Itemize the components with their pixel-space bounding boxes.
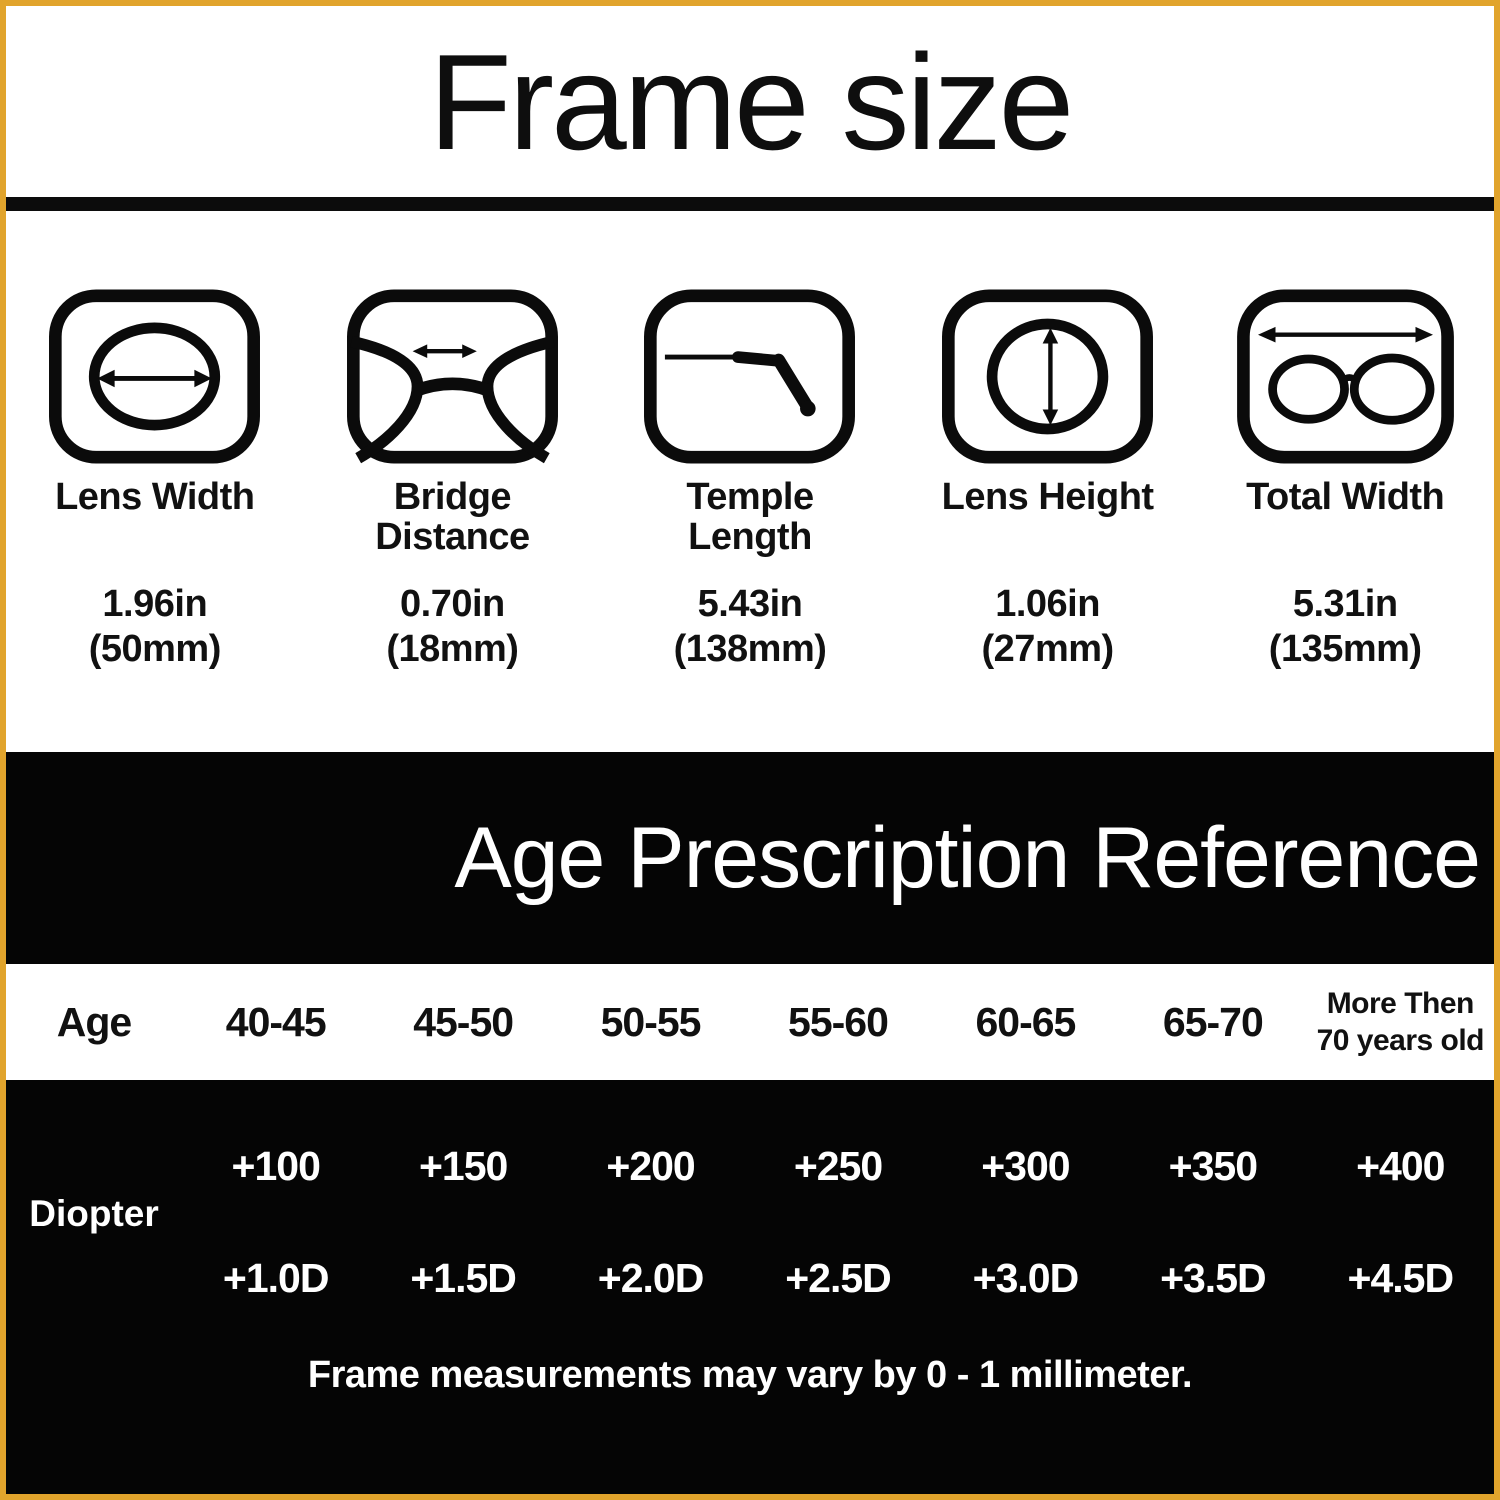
diopter-d-value: +2.0D xyxy=(597,1254,705,1301)
diopter-section: Diopter +100 +150 +200 +250 +300 +350 +4… xyxy=(6,1080,1494,1494)
diopter-value: +250 xyxy=(793,1142,883,1189)
age-range: 55-60 xyxy=(788,998,889,1045)
diopter-value: +200 xyxy=(606,1142,695,1189)
age-range: 45-50 xyxy=(413,998,514,1045)
page-title: Frame size xyxy=(428,25,1075,178)
lens-height-icon xyxy=(942,289,1154,464)
measurement-inches: 0.70in xyxy=(400,583,505,625)
measurement-value: 1.96in (50mm) xyxy=(88,582,222,672)
measurement-inches: 5.43in xyxy=(697,583,803,625)
diopter-d-value: +2.5D xyxy=(785,1254,892,1301)
lens-width-icon xyxy=(49,289,261,464)
measurement-label: Temple Length xyxy=(686,476,814,558)
diopter-value: +100 xyxy=(231,1142,321,1189)
diopter-value: +400 xyxy=(1356,1142,1445,1189)
diopter-value: +350 xyxy=(1168,1142,1258,1189)
measurement-value: 5.31in (135mm) xyxy=(1269,582,1422,672)
age-range: 65-70 xyxy=(1162,998,1264,1045)
measurement-label: Lens Width xyxy=(55,476,255,518)
measurement-inches: 1.06in xyxy=(995,583,1100,625)
measurements-section: Lens Width 1.96in (50mm) Bridge Distance… xyxy=(6,211,1494,752)
measurement-mm: (27mm) xyxy=(981,627,1115,670)
measurement-inches: 5.31in xyxy=(1292,583,1398,625)
title-section: Frame size xyxy=(6,6,1494,197)
age-range: More Then 70 years old xyxy=(1316,986,1485,1058)
measurement-label: Total Width xyxy=(1246,476,1445,518)
age-range: 50-55 xyxy=(600,998,702,1045)
measurement-inches: 1.96in xyxy=(102,583,208,625)
measurement-value: 1.06in (27mm) xyxy=(981,582,1115,672)
measurement-mm: (135mm) xyxy=(1268,627,1422,670)
measurement-mm: (138mm) xyxy=(673,627,827,670)
temple-length-icon xyxy=(644,289,856,464)
diopter-value: +150 xyxy=(418,1142,508,1189)
age-range: 40-45 xyxy=(225,998,327,1045)
measurement-temple-length: Temple Length 5.43in (138mm) xyxy=(601,211,899,752)
diopter-grid: Diopter +100 +150 +200 +250 +300 +350 +4… xyxy=(6,1080,1494,1326)
total-width-icon xyxy=(1236,289,1454,464)
measurement-total-width: Total Width 5.31in (135mm) xyxy=(1196,211,1494,752)
measurement-lens-width: Lens Width 1.96in (50mm) xyxy=(6,211,304,752)
diopter-d-value: +3.0D xyxy=(972,1254,1080,1301)
section-title: Age Prescription Reference xyxy=(454,809,1481,906)
age-header: Age xyxy=(56,998,132,1045)
age-header-row: Age 40-45 45-50 50-55 55-60 60-65 65-70 … xyxy=(6,964,1494,1080)
footnote: Frame measurements may vary by 0 - 1 mil… xyxy=(307,1354,1193,1396)
divider-line xyxy=(6,197,1494,211)
diopter-d-value: +1.0D xyxy=(222,1254,330,1301)
diopter-d-value: +1.5D xyxy=(410,1254,517,1301)
measurement-value: 5.43in (138mm) xyxy=(674,582,827,672)
age-range: 60-65 xyxy=(975,998,1076,1045)
age-prescription-band: Age Prescription Reference xyxy=(6,752,1494,964)
measurement-mm: (18mm) xyxy=(386,627,519,670)
bridge-distance-icon xyxy=(346,289,558,464)
diopter-d-value: +4.5D xyxy=(1347,1254,1455,1301)
measurement-label: Bridge Distance xyxy=(375,476,530,558)
diopter-header: Diopter xyxy=(29,1193,159,1234)
measurement-value: 0.70in (18mm) xyxy=(386,582,519,672)
measurement-lens-height: Lens Height 1.06in (27mm) xyxy=(899,211,1197,752)
diopter-d-value: +3.5D xyxy=(1160,1254,1267,1301)
measurement-bridge-distance: Bridge Distance 0.70in (18mm) xyxy=(304,211,602,752)
measurement-mm: (50mm) xyxy=(88,627,222,670)
measurement-label: Lens Height xyxy=(941,476,1154,518)
diopter-value: +300 xyxy=(981,1142,1070,1189)
